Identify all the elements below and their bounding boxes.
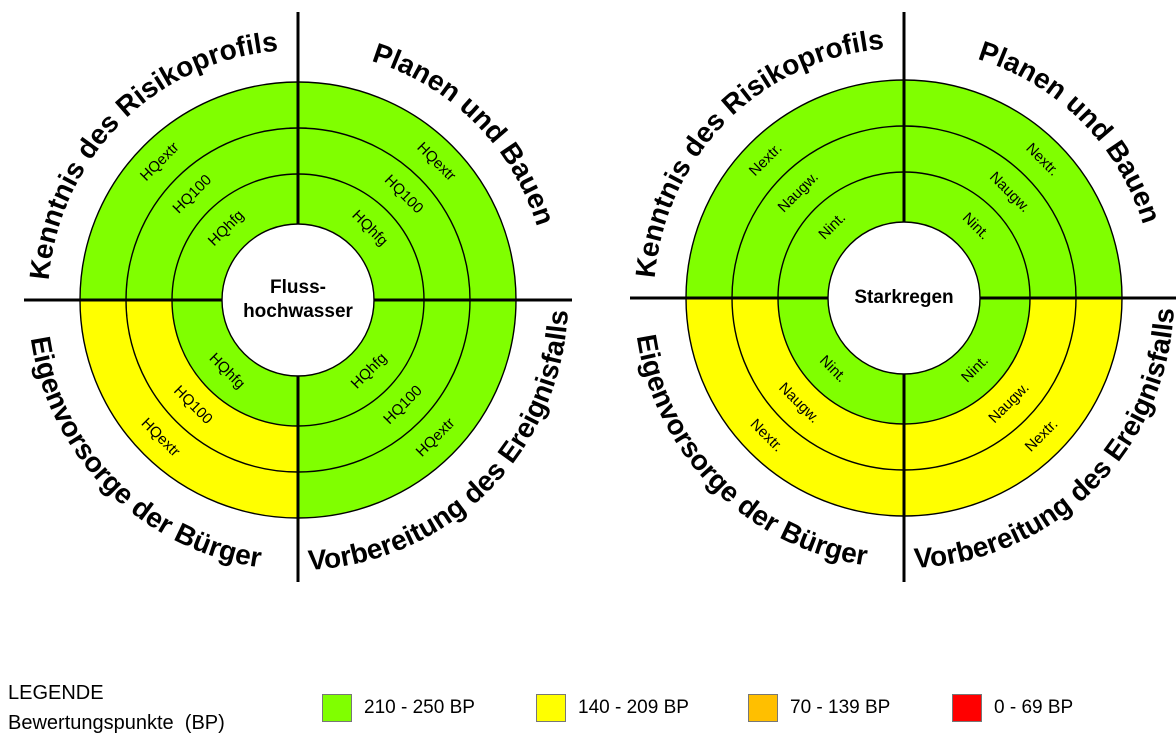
legend-swatch-yellow bbox=[536, 694, 566, 722]
legend-swatch-orange bbox=[748, 694, 778, 722]
legend-label: 210 - 250 BP bbox=[364, 697, 475, 718]
legend-label: 70 - 139 BP bbox=[790, 697, 891, 718]
ring-sector-top_right-2 bbox=[298, 128, 470, 300]
ring-sector-bottom_right-2 bbox=[904, 298, 1076, 470]
legend-item-red: 0 - 69 BP bbox=[952, 694, 1073, 722]
risk-profile-diagrams: HQhfgHQ100HQextrHQhfgHQ100HQextrHQhfgHQ1… bbox=[24, 12, 1176, 582]
legend-label: 0 - 69 BP bbox=[994, 697, 1074, 718]
legend-title: LEGENDE bbox=[8, 682, 104, 704]
ring-sector-bottom_right-2 bbox=[298, 300, 470, 472]
diagram-1: HQhfgHQ100HQextrHQhfgHQ100HQextrHQhfgHQ1… bbox=[24, 12, 574, 582]
legend-item-orange: 70 - 139 BP bbox=[748, 694, 890, 722]
ring-sector-bottom_left-1 bbox=[172, 300, 298, 426]
ring-sector-bottom_right-1 bbox=[298, 300, 424, 426]
center-label: hochwasser bbox=[243, 301, 353, 322]
ring-sector-top_right-1 bbox=[298, 174, 424, 300]
ring-outline bbox=[221, 223, 375, 377]
center-label: Fluss- bbox=[270, 277, 326, 298]
diagram-2: Nint.Naugw.Nextr.Nint.Naugw.Nextr.Nint.N… bbox=[630, 12, 1176, 582]
legend-swatch-green bbox=[322, 694, 352, 722]
legend-label: 140 - 209 BP bbox=[578, 697, 689, 718]
ring-sector-top_right-2 bbox=[904, 126, 1076, 298]
ring-sector-top_left-1 bbox=[778, 172, 904, 298]
ring-sector-top_left-2 bbox=[732, 126, 904, 298]
ring-sector-top_left-1 bbox=[172, 174, 298, 300]
legend-item-green: 210 - 250 BP bbox=[322, 694, 475, 722]
legend-title-block: LEGENDE Bewertungspunkte (BP) bbox=[8, 678, 225, 738]
ring-sector-bottom_left-2 bbox=[126, 300, 298, 472]
legend-item-yellow: 140 - 209 BP bbox=[536, 694, 689, 722]
ring-sector-bottom_right-1 bbox=[904, 298, 1030, 424]
legend-swatch-red bbox=[952, 694, 982, 722]
ring-sector-top_left-2 bbox=[126, 128, 298, 300]
ring-sector-bottom_left-1 bbox=[778, 298, 904, 424]
center-label: Starkregen bbox=[854, 287, 953, 308]
ring-sector-top_right-1 bbox=[904, 172, 1030, 298]
legend-subtitle: Bewertungspunkte (BP) bbox=[8, 712, 225, 734]
ring-sector-bottom_left-2 bbox=[732, 298, 904, 470]
